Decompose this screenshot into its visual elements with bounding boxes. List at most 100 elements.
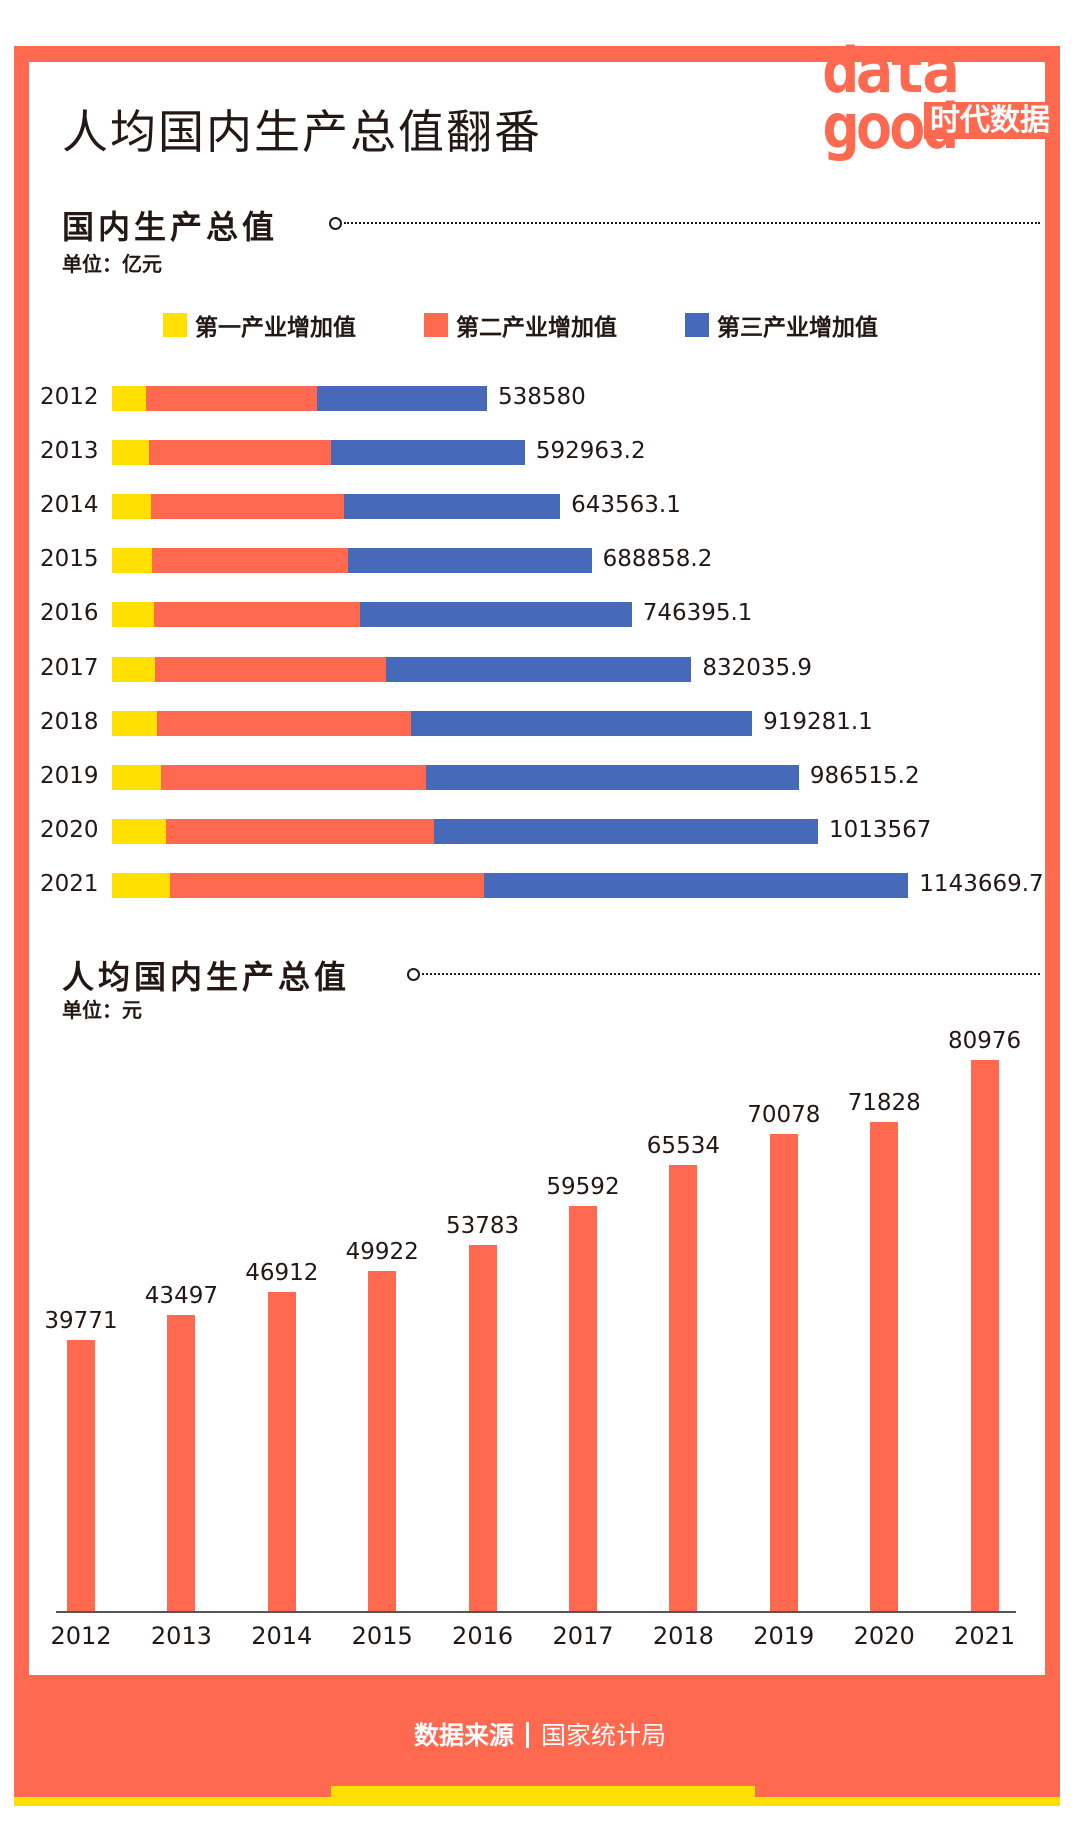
bar-segment-secondary [152, 548, 349, 574]
x-tick-label: 2014 [251, 1622, 313, 1650]
bar-segment-primary [112, 386, 147, 411]
y-tick-label: 2016 [40, 600, 99, 627]
footer-yellow-stripe [14, 1797, 1060, 1806]
data-label: 832035.9 [702, 654, 813, 681]
bar-segment-secondary [169, 872, 484, 898]
x-axis-line [56, 1611, 1016, 1613]
source-name: 国家统计局 [541, 1721, 667, 1750]
bar-segment-primary [112, 494, 151, 520]
bar-segment-primary [112, 872, 170, 898]
y-tick-label: 2017 [40, 654, 99, 681]
data-label: 70078 [747, 1102, 821, 1129]
data-label: 53783 [446, 1213, 520, 1240]
bar-segment-secondary [161, 764, 427, 790]
bar-segment-primary [112, 440, 149, 466]
source-label: 数据来源 [413, 1721, 514, 1750]
bar-segment-primary [112, 656, 156, 682]
gdp-per-capita-chart-unit: 单位：元 [62, 998, 142, 1022]
bar-segment-tertiary [483, 872, 909, 898]
bar-segment-primary [112, 548, 153, 574]
bar-segment-primary [112, 764, 162, 790]
x-tick-label: 2013 [150, 1622, 212, 1650]
legend-item-primary: 第一产业增加值 [163, 308, 356, 342]
bar [368, 1271, 397, 1611]
data-label: 643563.1 [571, 492, 681, 519]
gdp-per-capita-chart-title: 人均国内生产总值 [62, 958, 351, 996]
data-label: 1013567 [829, 816, 932, 843]
gdp-chart-title: 国内生产总值 [62, 208, 279, 246]
logo-line1: data [822, 34, 959, 107]
legend-label: 第三产业增加值 [717, 315, 878, 341]
bar-segment-tertiary [316, 386, 487, 411]
x-tick-label: 2016 [452, 1622, 514, 1650]
legend-label: 第二产业增加值 [456, 315, 617, 341]
logo-brand: 时代数据 [924, 102, 1056, 139]
y-tick-label: 2021 [40, 870, 99, 897]
x-tick-label: 2017 [552, 1622, 614, 1650]
footer-yellow-tab [331, 1786, 755, 1798]
data-label: 49922 [345, 1239, 419, 1266]
legend-swatch [163, 313, 187, 337]
bar-segment-secondary [166, 818, 434, 844]
y-tick-label: 2020 [40, 816, 99, 843]
bar [769, 1134, 798, 1611]
bar [970, 1060, 999, 1611]
bar-segment-secondary [148, 440, 332, 466]
brand-logo: data good 时代数据 [818, 10, 1058, 165]
data-label: 46912 [245, 1259, 319, 1286]
bar-segment-tertiary [433, 818, 818, 844]
divider-circle-icon [407, 968, 420, 981]
bar-segment-secondary [157, 710, 412, 736]
x-tick-label: 2020 [853, 1622, 915, 1650]
data-label: 592963.2 [535, 438, 646, 465]
legend-item-tertiary: 第三产业增加值 [685, 308, 878, 342]
data-label: 39771 [44, 1308, 118, 1335]
legend-swatch [424, 313, 448, 337]
data-label: 59592 [546, 1173, 620, 1200]
bar-segment-tertiary [343, 494, 561, 520]
gdp-chart-unit: 单位：亿元 [62, 252, 162, 276]
bar-segment-tertiary [411, 710, 753, 736]
dotted-divider [344, 222, 1040, 224]
x-tick-label: 2021 [954, 1622, 1016, 1650]
bar [870, 1122, 899, 1611]
y-tick-label: 2012 [40, 384, 99, 410]
y-tick-label: 2015 [40, 546, 99, 573]
data-label: 538580 [498, 384, 586, 410]
x-tick-label: 2012 [50, 1622, 112, 1650]
bar-segment-tertiary [359, 602, 632, 628]
data-label: 919281.1 [763, 708, 873, 735]
data-label: 1143669.7 [919, 870, 1044, 897]
bar [569, 1205, 597, 1611]
data-label: 986515.2 [809, 762, 920, 789]
bar-segment-primary [112, 710, 158, 736]
bar-segment-tertiary [426, 764, 799, 790]
x-tick-label: 2019 [753, 1622, 815, 1650]
y-tick-label: 2019 [40, 762, 99, 789]
legend-label: 第一产业增加值 [195, 315, 356, 341]
bar-segment-secondary [155, 656, 387, 682]
bar-segment-primary [112, 818, 167, 844]
data-label: 65534 [646, 1133, 720, 1160]
footer-source: 数据来源 国家统计局 [0, 1716, 1080, 1752]
data-label: 43497 [144, 1283, 218, 1310]
divider-circle-icon [329, 217, 342, 230]
bar [267, 1291, 296, 1611]
data-label: 746395.1 [642, 600, 753, 627]
bar-segment-primary [112, 602, 154, 628]
legend-item-secondary: 第二产业增加值 [424, 308, 617, 342]
x-tick-label: 2018 [652, 1622, 714, 1650]
data-label: 71828 [847, 1090, 921, 1117]
bar-segment-secondary [153, 602, 360, 628]
bar [669, 1165, 698, 1611]
y-tick-label: 2018 [40, 708, 99, 735]
y-tick-label: 2013 [40, 438, 99, 465]
y-tick-label: 2014 [40, 492, 99, 519]
x-tick-label: 2015 [351, 1622, 413, 1650]
dotted-divider [422, 973, 1040, 975]
bar [167, 1315, 196, 1611]
bar-segment-tertiary [386, 656, 692, 682]
data-label: 688858.2 [602, 546, 713, 573]
data-label: 80976 [948, 1028, 1022, 1054]
separator [526, 1722, 529, 1748]
